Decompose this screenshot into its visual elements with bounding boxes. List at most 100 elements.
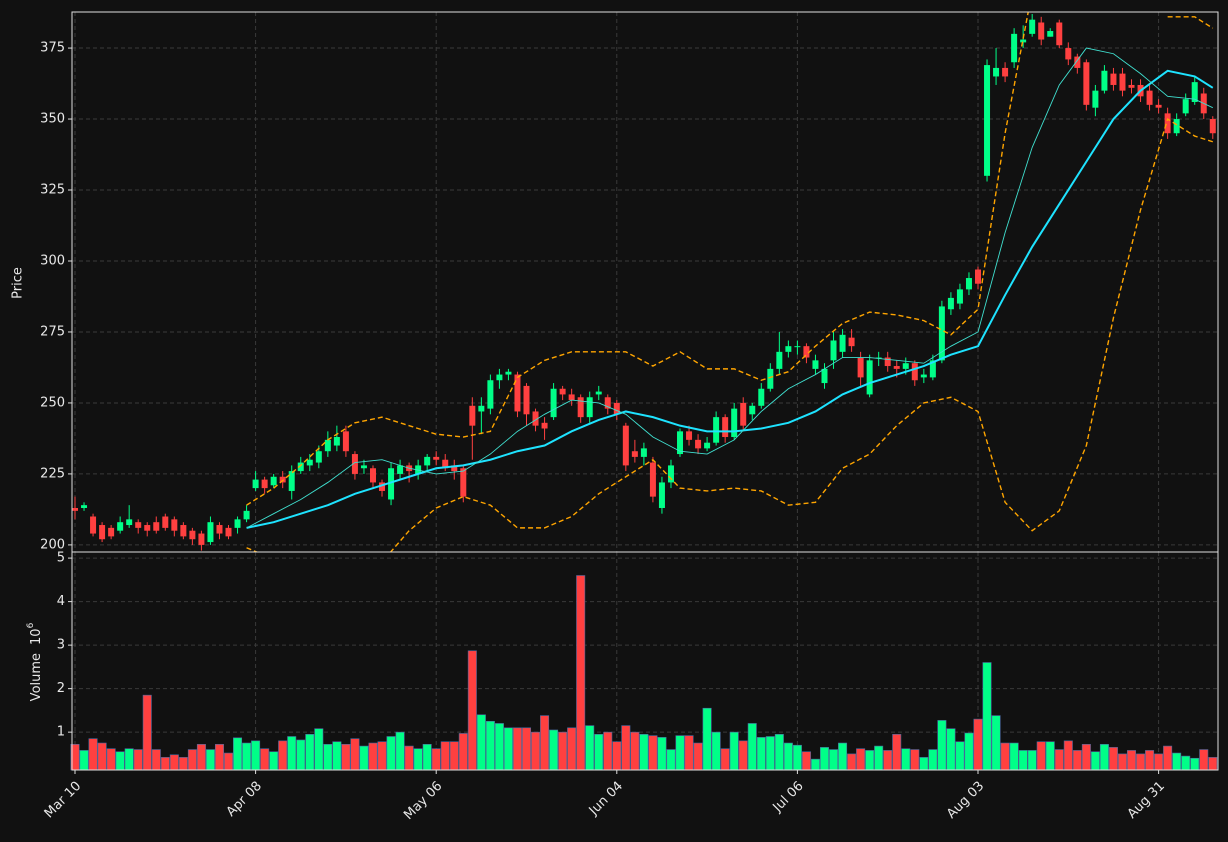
x-tick-label: Aug 03: [944, 779, 987, 822]
candle-body: [514, 374, 521, 412]
volume-bar: [1172, 752, 1182, 771]
candle-body: [993, 67, 1000, 77]
volume-bar: [251, 740, 261, 771]
volume-bar: [521, 727, 531, 771]
candle-body: [541, 422, 548, 429]
volume-bar: [1054, 749, 1064, 771]
volume-bar: [657, 737, 667, 771]
volume-bar: [675, 735, 685, 771]
candle-body: [884, 357, 891, 367]
volume-bar: [991, 715, 1001, 771]
candle-body: [956, 289, 963, 304]
volume-bar: [503, 727, 513, 771]
candle-body: [649, 462, 656, 497]
candle-body: [135, 522, 142, 528]
volume-bar: [1190, 757, 1200, 771]
candle-body: [812, 360, 819, 369]
volume-bar: [1099, 744, 1109, 771]
volume-bar: [187, 749, 197, 771]
volume-bar: [594, 734, 604, 771]
candle-body: [749, 405, 756, 415]
candle-body: [1155, 104, 1162, 108]
candle-body: [478, 405, 485, 412]
candle-body: [243, 510, 250, 520]
volume-bar: [287, 736, 297, 771]
candle-body: [1056, 22, 1063, 46]
candle-body: [72, 507, 78, 511]
candle-body: [81, 505, 88, 508]
volume-bar: [1027, 750, 1037, 771]
candle-body: [198, 533, 205, 545]
candle-body: [442, 459, 449, 469]
candle-body: [893, 366, 900, 369]
volume-bar: [115, 751, 125, 771]
volume-y-tick-label: 1: [57, 725, 65, 740]
y-tick-label: 375: [40, 41, 65, 56]
volume-bar: [494, 723, 504, 771]
candle-body: [1146, 90, 1153, 105]
candle-body: [577, 397, 584, 418]
candle-body: [631, 451, 638, 457]
candle-body: [794, 346, 801, 348]
volume-bar: [1090, 751, 1100, 771]
candle-body: [1119, 73, 1126, 91]
volume-bar: [205, 749, 215, 771]
volume-frame: [71, 551, 1219, 771]
volume-y-tick-label: 3: [57, 638, 65, 653]
candle-body: [920, 374, 927, 378]
indicator-line: [246, 47, 1213, 529]
candle-body: [938, 306, 945, 361]
candle-body: [225, 527, 232, 537]
volume-bar: [422, 744, 432, 771]
candle-body: [189, 530, 196, 540]
candle-body: [108, 527, 115, 537]
candle-body: [1182, 99, 1189, 114]
volume-bar: [982, 662, 992, 771]
volume-bar: [946, 728, 956, 771]
volume-bar: [106, 748, 116, 771]
candle-body: [848, 337, 855, 347]
volume-bar: [512, 727, 522, 771]
volume-axis-label: Volume 106: [26, 622, 44, 701]
candle-body: [171, 519, 178, 531]
volume-bar: [142, 694, 152, 771]
candle-body: [351, 454, 358, 474]
volume-bar: [693, 742, 703, 771]
volume-bar: [431, 748, 441, 771]
volume-bar: [648, 735, 658, 771]
candle-body: [965, 278, 972, 290]
volume-bar: [133, 749, 143, 771]
candle-body: [99, 525, 106, 540]
candle-body: [207, 522, 214, 543]
volume-bar: [314, 728, 324, 771]
candle-body: [839, 334, 846, 352]
volume-bar: [323, 744, 333, 771]
candle-body: [306, 459, 313, 466]
x-tick-label: May 06: [401, 779, 445, 823]
volume-bar: [819, 747, 829, 771]
volume-bar: [684, 735, 694, 771]
volume-bar: [440, 741, 450, 771]
volume-bar: [341, 744, 351, 771]
volume-bar: [386, 736, 396, 771]
volume-exponent: 6: [26, 622, 36, 628]
volume-bar: [666, 749, 676, 771]
volume-bar: [973, 718, 983, 771]
volume-y-tick-label: 2: [57, 681, 65, 696]
volume-bar: [964, 732, 974, 771]
candle-body: [1029, 19, 1036, 34]
volume-bar: [79, 750, 89, 771]
y-tick-label: 325: [40, 183, 65, 198]
volume-bar: [305, 734, 315, 771]
candle-body: [785, 346, 792, 352]
volume-bar: [829, 749, 839, 771]
volume-bar: [639, 734, 649, 771]
candle-body: [1083, 62, 1090, 105]
volume-bar: [1063, 740, 1073, 771]
volume-bar: [792, 744, 802, 771]
candle-body: [568, 394, 575, 401]
candle-body: [1002, 67, 1009, 77]
candle-body: [460, 468, 467, 497]
volume-bar: [540, 715, 550, 771]
candle-body: [1074, 56, 1081, 68]
